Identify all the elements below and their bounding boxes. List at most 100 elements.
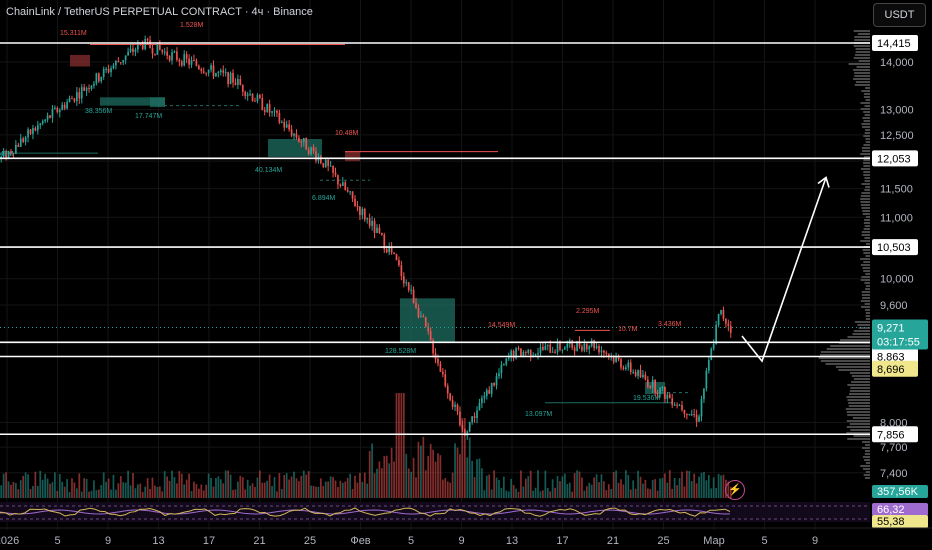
volume-profile-bar — [861, 147, 870, 149]
candle-body — [149, 40, 151, 49]
time-tick-label: Мар — [703, 535, 725, 547]
time-tick-label: 25 — [657, 535, 669, 547]
zone-label: 14.549M — [488, 322, 515, 329]
volume-profile-bar — [860, 198, 870, 200]
volume-profile-bar — [863, 252, 870, 254]
volume-bar — [12, 481, 15, 498]
currency-button[interactable]: USDT — [873, 3, 926, 27]
candle-body — [393, 252, 395, 255]
candle-body — [185, 54, 188, 59]
volume-bar — [537, 470, 539, 498]
volume-bar — [610, 488, 613, 498]
candle-body — [507, 357, 510, 359]
candle-body — [322, 162, 325, 167]
volume-profile-bar — [864, 189, 870, 191]
candle-body — [456, 404, 459, 412]
volume-profile-bar — [854, 321, 870, 323]
volume-profile — [818, 30, 870, 479]
candle-body — [485, 390, 488, 397]
volume-bar — [539, 491, 542, 498]
candle-body — [7, 151, 10, 159]
time-tick-label: 9 — [812, 535, 818, 547]
volume-bar — [154, 485, 156, 498]
volume-bar — [376, 468, 378, 498]
volume-profile-bar — [849, 372, 870, 374]
volume-profile-bar — [864, 453, 870, 455]
candle-body — [690, 414, 693, 416]
candle-body — [493, 382, 495, 386]
volume-bar — [349, 473, 351, 498]
candle-body — [32, 128, 34, 134]
volume-bar — [637, 470, 639, 498]
volume-profile-bar — [864, 237, 870, 239]
volume-profile-bar — [860, 465, 870, 467]
volume-bar — [402, 393, 405, 498]
volume-profile-bar — [862, 468, 870, 470]
volume-bar — [598, 482, 600, 498]
volume-bar — [337, 487, 339, 498]
zone-label: 2.295M — [576, 308, 600, 315]
lightning-icon[interactable]: ⚡ — [725, 480, 745, 500]
volume-bar — [251, 483, 254, 498]
candle-body — [134, 49, 137, 52]
price-axis: 14,00013,00012,50012,00011,50011,00010,5… — [872, 34, 928, 528]
candle-body — [683, 409, 686, 414]
volume-profile-bar — [865, 312, 870, 314]
candle-body — [34, 128, 37, 131]
candle-body — [76, 92, 78, 102]
candle-body — [503, 364, 505, 366]
candle-body — [54, 107, 56, 110]
volume-bar — [185, 479, 188, 498]
candle-body — [168, 55, 171, 61]
volume-bar — [429, 443, 432, 498]
rsi-panel — [0, 502, 870, 522]
candle-body — [600, 350, 603, 353]
candle-body — [710, 348, 713, 361]
candle-body — [488, 390, 491, 394]
candle-body — [268, 104, 271, 113]
candle-body — [63, 104, 66, 109]
volume-profile-bar — [864, 309, 870, 311]
volume-bar — [583, 490, 586, 498]
candle-body — [298, 137, 300, 142]
volume-profile-bar — [865, 255, 870, 257]
candle-body — [141, 43, 144, 50]
volume-bar — [119, 476, 122, 498]
candle-body — [173, 51, 176, 53]
price-tick-label: 9,600 — [880, 300, 908, 312]
volume-bar — [471, 460, 473, 498]
volume-profile-bar — [864, 219, 870, 221]
candle-body — [256, 95, 259, 102]
volume-bar — [717, 473, 720, 498]
volume-profile-bar — [855, 51, 870, 53]
candle-body — [312, 147, 315, 152]
candle-body — [385, 249, 388, 253]
volume-profile-bar — [848, 405, 870, 407]
volume-bar — [622, 484, 625, 498]
volume-profile-bar — [847, 438, 870, 440]
candle-body — [520, 348, 522, 357]
volume-profile-bar — [860, 258, 870, 260]
volume-profile-bar — [862, 441, 870, 443]
candle-body — [534, 354, 537, 356]
volume-profile-bar — [865, 216, 870, 218]
candle-body — [112, 65, 115, 69]
candle-body — [156, 43, 159, 55]
zone-label: 10.7M — [618, 326, 638, 333]
candle-body — [427, 326, 430, 332]
zone-label: 15.311M — [60, 30, 87, 37]
volume-bar — [224, 470, 227, 498]
volume-bar — [612, 472, 615, 498]
volume-bar — [76, 488, 78, 498]
candle-body — [432, 340, 434, 354]
candle-body — [293, 133, 295, 136]
candle-body — [566, 344, 569, 348]
volume-profile-bar — [847, 399, 870, 401]
volume-bar — [17, 489, 20, 498]
volume-bar — [505, 490, 508, 498]
zone-label: 38.356M — [85, 108, 112, 115]
volume-bar — [625, 470, 627, 498]
zone-label: 1.528M — [180, 22, 204, 29]
volume-bar — [290, 476, 293, 498]
